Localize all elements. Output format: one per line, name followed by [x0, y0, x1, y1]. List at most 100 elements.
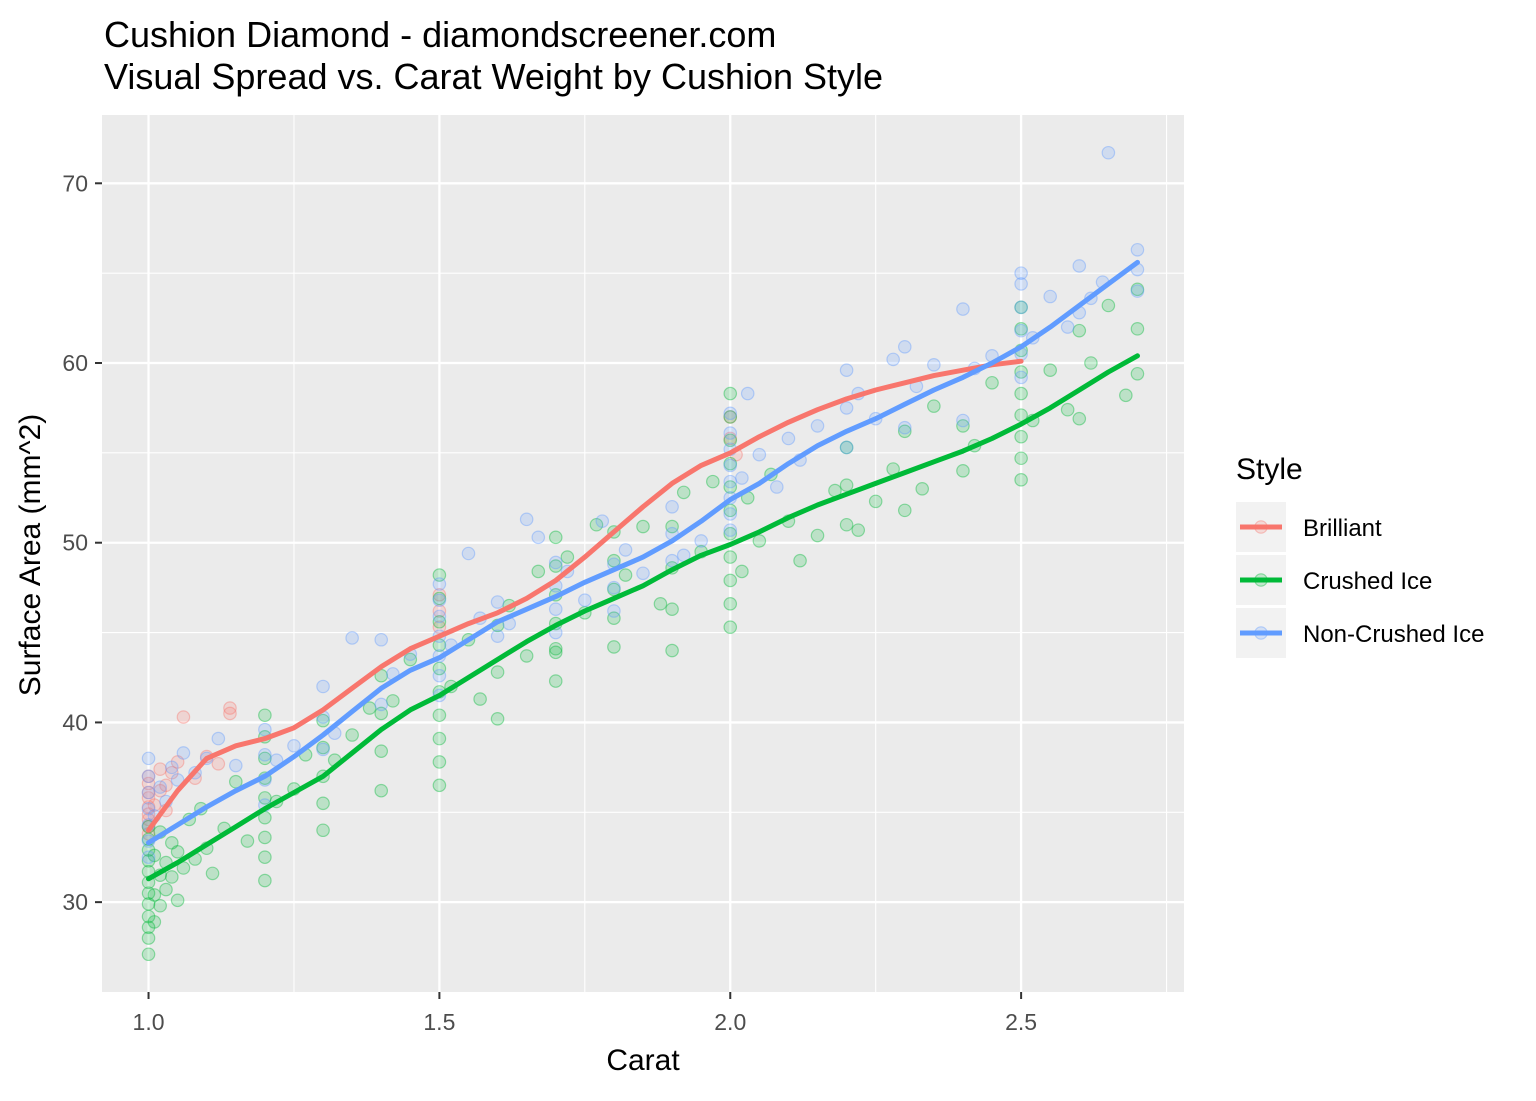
crushed-ice-point [752, 534, 767, 548]
crushed-ice-point [897, 424, 912, 439]
non-crushed-ice-point [1060, 320, 1075, 334]
non-crushed-ice-point [665, 499, 679, 514]
crushed-ice-point [1014, 451, 1028, 466]
crushed-ice-point [607, 553, 621, 568]
non-crushed-ice-point [374, 697, 389, 712]
crushed-ice-point [159, 882, 173, 897]
crushed-ice-point [432, 638, 447, 652]
crushed-ice-point [170, 845, 185, 859]
crushed-ice-point [258, 708, 272, 723]
brilliant-point [165, 765, 179, 780]
non-crushed-ice-point [1130, 284, 1145, 298]
crushed-ice-point [432, 614, 447, 629]
crushed-ice-point [258, 791, 272, 805]
crushed-ice-point [839, 517, 854, 532]
crushed-ice-point [956, 464, 970, 478]
crushed-ice-point [531, 564, 546, 579]
non-crushed-ice-point [1014, 370, 1028, 385]
crushed-ice-point [1101, 298, 1116, 313]
scatter-points [141, 145, 1145, 962]
crushed-ice-point [851, 523, 866, 537]
crushed-ice-point [473, 692, 487, 706]
chart-subtitle: Visual Spread vs. Carat Weight by Cushio… [104, 56, 883, 97]
crushed-ice-point [548, 530, 563, 545]
brilliant-point [432, 620, 447, 634]
non-crushed-ice-point [141, 850, 156, 865]
crushed-ice-point [723, 550, 738, 564]
non-crushed-ice-point [665, 553, 679, 568]
non-crushed-ice-point [839, 440, 854, 455]
non-crushed-ice-point [723, 458, 738, 473]
non-crushed-ice-point [432, 577, 447, 591]
crushed-ice-point [868, 494, 883, 509]
crushed-ice-point [519, 649, 534, 663]
non-crushed-ice-point [153, 780, 167, 794]
crushed-ice-point [1130, 322, 1145, 336]
x-tick-label: 1.5 [423, 1009, 455, 1035]
crushed-ice-point [1014, 473, 1028, 487]
crushed-ice-point [548, 641, 563, 656]
non-crushed-ice-point [956, 302, 970, 316]
crushed-ice-point [665, 602, 679, 617]
crushed-ice-point [548, 674, 563, 688]
crushed-ice-point [1014, 429, 1028, 444]
crushed-ice-point [560, 550, 575, 564]
non-crushed-ice-point [723, 507, 738, 521]
crushed-ice-point [374, 744, 389, 758]
brilliant-point [432, 604, 447, 618]
non-crushed-ice-point [519, 512, 534, 527]
brilliant-point [176, 710, 191, 724]
non-crushed-ice-smooth-line [146, 259, 1140, 846]
x-tick-label: 2.0 [714, 1009, 746, 1035]
non-crushed-ice-point [956, 413, 970, 428]
crushed-ice-point [141, 854, 156, 868]
non-crushed-ice-point [1130, 242, 1145, 257]
crushed-ice-point [1072, 411, 1087, 426]
crushed-ice-point [316, 713, 330, 728]
crushed-ice-point [548, 559, 563, 573]
crushed-ice-point [153, 898, 167, 913]
non-crushed-ice-point [141, 751, 156, 766]
non-crushed-ice-point [578, 593, 592, 608]
non-crushed-ice-point [316, 742, 330, 757]
crushed-ice-point [927, 399, 941, 413]
crushed-ice-point [839, 478, 854, 493]
crushed-ice-point [676, 485, 691, 500]
non-crushed-ice-point [461, 546, 476, 561]
crushed-ice-point [1014, 386, 1028, 401]
crushed-ice-point [141, 931, 156, 945]
non-crushed-ice-point [170, 773, 185, 787]
major-gridlines [102, 115, 1184, 992]
crushed-ice-point [374, 783, 389, 798]
brilliant-point [723, 410, 738, 424]
crushed-ice-point [432, 591, 447, 606]
crushed-ice-point [386, 694, 400, 708]
non-crushed-ice-point [316, 679, 330, 694]
non-crushed-ice-point [141, 785, 156, 800]
brilliant-point [153, 762, 167, 776]
non-crushed-ice-point [165, 760, 179, 775]
non-crushed-ice-point [694, 534, 708, 548]
crushed-ice-point [432, 731, 447, 746]
crushed-ice-point [141, 897, 156, 911]
non-crushed-ice-point [141, 769, 156, 784]
non-crushed-ice-point [548, 555, 563, 570]
crushed-ice-smooth-line [146, 353, 1140, 882]
non-crushed-ice-point [927, 358, 941, 372]
non-crushed-ice-point [636, 566, 650, 581]
legend-item-non-crushed-ice: Non-Crushed Ice [1236, 608, 1484, 658]
crushed-ice-point [205, 866, 220, 881]
non-crushed-ice-point [176, 746, 191, 760]
crushed-ice-point [607, 640, 621, 654]
crushed-ice-point [490, 665, 505, 679]
crushed-ice-point [723, 480, 738, 494]
brilliant-point [141, 807, 156, 821]
non-crushed-ice-point [141, 801, 156, 816]
non-crushed-ice-point [258, 722, 272, 737]
non-crushed-ice-point [839, 363, 854, 377]
crushed-ice-point [723, 526, 738, 541]
non-crushed-ice-point [810, 419, 825, 433]
non-crushed-ice-point [723, 426, 738, 440]
x-tick-label: 1.0 [133, 1009, 165, 1035]
